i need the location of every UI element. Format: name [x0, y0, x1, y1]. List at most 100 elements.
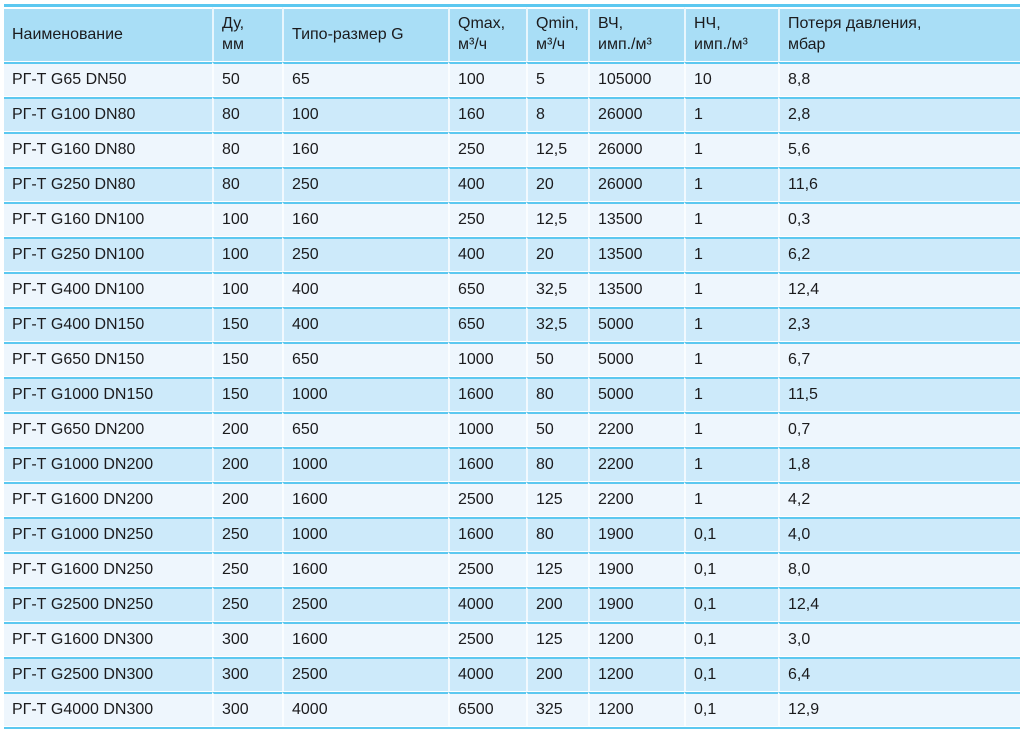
- table-cell-lf: 0,1: [684, 517, 778, 552]
- table-cell-hf: 13500: [588, 202, 684, 237]
- table-cell-lf: 1: [684, 412, 778, 447]
- table-cell-name: РГ-Т G1600 DN250: [4, 552, 212, 587]
- table-cell-du: 200: [212, 447, 282, 482]
- table-cell-du: 200: [212, 482, 282, 517]
- table-cell-name: РГ-Т G1000 DN250: [4, 517, 212, 552]
- table-cell-name: РГ-Т G1000 DN150: [4, 377, 212, 412]
- column-header-du: Ду, мм: [212, 7, 282, 62]
- table-cell-qmin: 8: [526, 97, 588, 132]
- table-cell-ploss: 11,5: [778, 377, 1020, 412]
- table-cell-hf: 5000: [588, 307, 684, 342]
- table-row: РГ-Т G1000 DN200 200 1000 1600 80 2200 1 1,8: [4, 447, 1020, 482]
- table-cell-hf: 1900: [588, 552, 684, 587]
- table-cell-du: 80: [212, 97, 282, 132]
- table-cell-size: 160: [282, 132, 448, 167]
- table-cell-qmax: 100: [448, 62, 526, 97]
- table-cell-lf: 1: [684, 97, 778, 132]
- table-cell-size: 650: [282, 412, 448, 447]
- table-row: РГ-Т G1600 DN200 200 1600 2500 125 2200 1 4,2: [4, 482, 1020, 517]
- table-cell-qmax: 2500: [448, 622, 526, 657]
- table-cell-qmax: 2500: [448, 552, 526, 587]
- table-cell-ploss: 0,7: [778, 412, 1020, 447]
- table-cell-name: РГ-Т G250 DN100: [4, 237, 212, 272]
- table-cell-hf: 105000: [588, 62, 684, 97]
- table-cell-ploss: 6,2: [778, 237, 1020, 272]
- table-cell-size: 160: [282, 202, 448, 237]
- column-header-hf: ВЧ, имп./м³: [588, 7, 684, 62]
- table-cell-qmin: 20: [526, 167, 588, 202]
- table-cell-name: РГ-Т G65 DN50: [4, 62, 212, 97]
- column-header-lf: НЧ, имп./м³: [684, 7, 778, 62]
- table-cell-lf: 10: [684, 62, 778, 97]
- table-row: РГ-Т G1000 DN150 150 1000 1600 80 5000 1 11,5: [4, 377, 1020, 412]
- table-cell-lf: 1: [684, 482, 778, 517]
- table-cell-name: РГ-Т G2500 DN250: [4, 587, 212, 622]
- table-cell-hf: 13500: [588, 237, 684, 272]
- table-cell-qmax: 400: [448, 237, 526, 272]
- table-cell-hf: 1900: [588, 587, 684, 622]
- table-cell-size: 250: [282, 167, 448, 202]
- table-cell-hf: 2200: [588, 482, 684, 517]
- table-cell-lf: 1: [684, 342, 778, 377]
- table-cell-qmin: 12,5: [526, 202, 588, 237]
- table-cell-qmin: 20: [526, 237, 588, 272]
- table-cell-ploss: 4,0: [778, 517, 1020, 552]
- table-cell-name: РГ-Т G650 DN150: [4, 342, 212, 377]
- table-cell-hf: 1200: [588, 692, 684, 727]
- table-cell-du: 300: [212, 692, 282, 727]
- table-cell-lf: 1: [684, 202, 778, 237]
- table-cell-size: 65: [282, 62, 448, 97]
- table-cell-size: 1600: [282, 482, 448, 517]
- table-cell-lf: 0,1: [684, 552, 778, 587]
- table-row: РГ-Т G400 DN100 100 400 650 32,5 13500 1 12,4: [4, 272, 1020, 307]
- table-cell-name: РГ-Т G1600 DN200: [4, 482, 212, 517]
- table-cell-size: 1000: [282, 377, 448, 412]
- table-cell-hf: 26000: [588, 132, 684, 167]
- column-header-size: Типо-размер G: [282, 7, 448, 62]
- table-cell-ploss: 12,4: [778, 587, 1020, 622]
- table-row: РГ-Т G160 DN100 100 160 250 12,5 13500 1 0,3: [4, 202, 1020, 237]
- table-cell-hf: 26000: [588, 167, 684, 202]
- table-cell-du: 80: [212, 132, 282, 167]
- table-cell-qmin: 12,5: [526, 132, 588, 167]
- table-cell-qmin: 32,5: [526, 272, 588, 307]
- table-cell-name: РГ-Т G2500 DN300: [4, 657, 212, 692]
- table-cell-name: РГ-Т G100 DN80: [4, 97, 212, 132]
- table-cell-qmin: 50: [526, 412, 588, 447]
- table-cell-qmax: 2500: [448, 482, 526, 517]
- column-header-name: Наименование: [4, 7, 212, 62]
- table-cell-name: РГ-Т G250 DN80: [4, 167, 212, 202]
- table-cell-name: РГ-Т G650 DN200: [4, 412, 212, 447]
- table-cell-lf: 0,1: [684, 622, 778, 657]
- table-cell-qmax: 160: [448, 97, 526, 132]
- table-cell-qmax: 1000: [448, 412, 526, 447]
- table-cell-qmin: 125: [526, 622, 588, 657]
- table-cell-qmin: 125: [526, 482, 588, 517]
- table-cell-qmin: 80: [526, 517, 588, 552]
- table-cell-ploss: 4,2: [778, 482, 1020, 517]
- table-cell-qmin: 32,5: [526, 307, 588, 342]
- table-cell-hf: 1200: [588, 657, 684, 692]
- table-cell-hf: 26000: [588, 97, 684, 132]
- table-row: РГ-Т G400 DN150 150 400 650 32,5 5000 1 2,3: [4, 307, 1020, 342]
- table-row: РГ-Т G2500 DN300 300 2500 4000 200 1200 0,1 6,4: [4, 657, 1020, 692]
- table-cell-qmax: 6500: [448, 692, 526, 727]
- table-row: РГ-Т G250 DN100 100 250 400 20 13500 1 6,2: [4, 237, 1020, 272]
- table-cell-qmax: 1600: [448, 447, 526, 482]
- column-header-qmin: Qmin, м³/ч: [526, 7, 588, 62]
- gas-meter-spec-table: Наименование Ду, мм Типо-размер G Qmax, м³/…: [4, 4, 1020, 729]
- column-header-qmax: Qmax, м³/ч: [448, 7, 526, 62]
- table-cell-lf: 0,1: [684, 657, 778, 692]
- table-cell-qmin: 50: [526, 342, 588, 377]
- table-cell-du: 150: [212, 342, 282, 377]
- table-cell-qmax: 1600: [448, 517, 526, 552]
- table-cell-ploss: 8,0: [778, 552, 1020, 587]
- table-cell-name: РГ-Т G1000 DN200: [4, 447, 212, 482]
- table-cell-lf: 1: [684, 272, 778, 307]
- document-page: Наименование Ду, мм Типо-размер G Qmax, м³/…: [4, 4, 1020, 729]
- table-cell-size: 400: [282, 307, 448, 342]
- table-cell-du: 300: [212, 622, 282, 657]
- table-cell-du: 200: [212, 412, 282, 447]
- table-cell-du: 250: [212, 517, 282, 552]
- table-cell-ploss: 5,6: [778, 132, 1020, 167]
